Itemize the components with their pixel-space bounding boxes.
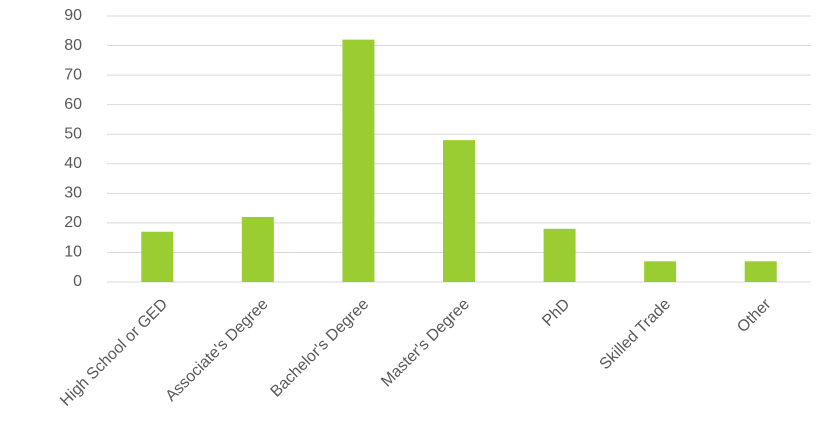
x-tick-label: Bachelor's Degree [267, 296, 372, 401]
y-tick-label: 40 [64, 155, 82, 172]
bar [744, 261, 777, 282]
x-tick-label: PhD [539, 296, 573, 330]
x-tick-label: Master's Degree [378, 296, 473, 391]
y-tick-label: 30 [64, 185, 82, 202]
y-tick-label: 0 [73, 273, 82, 290]
y-tick-label: 60 [64, 96, 82, 113]
y-tick-label: 20 [64, 214, 82, 231]
bar [543, 228, 576, 282]
bar [241, 216, 274, 282]
y-tick-label: 80 [64, 37, 82, 54]
y-tick-label: 70 [64, 66, 82, 83]
x-tick-label: Associate's Degree [163, 296, 272, 405]
bar [443, 140, 475, 282]
bar [141, 231, 174, 282]
x-tick-label: Other [734, 295, 775, 336]
x-tick-label: High School or GED [57, 296, 171, 410]
bar [342, 39, 375, 283]
y-tick-label: 90 [64, 7, 82, 24]
x-tick-label: Skilled Trade [597, 296, 675, 374]
y-tick-label: 50 [64, 125, 82, 142]
y-tick-label: 10 [64, 244, 82, 261]
bar [644, 261, 677, 282]
